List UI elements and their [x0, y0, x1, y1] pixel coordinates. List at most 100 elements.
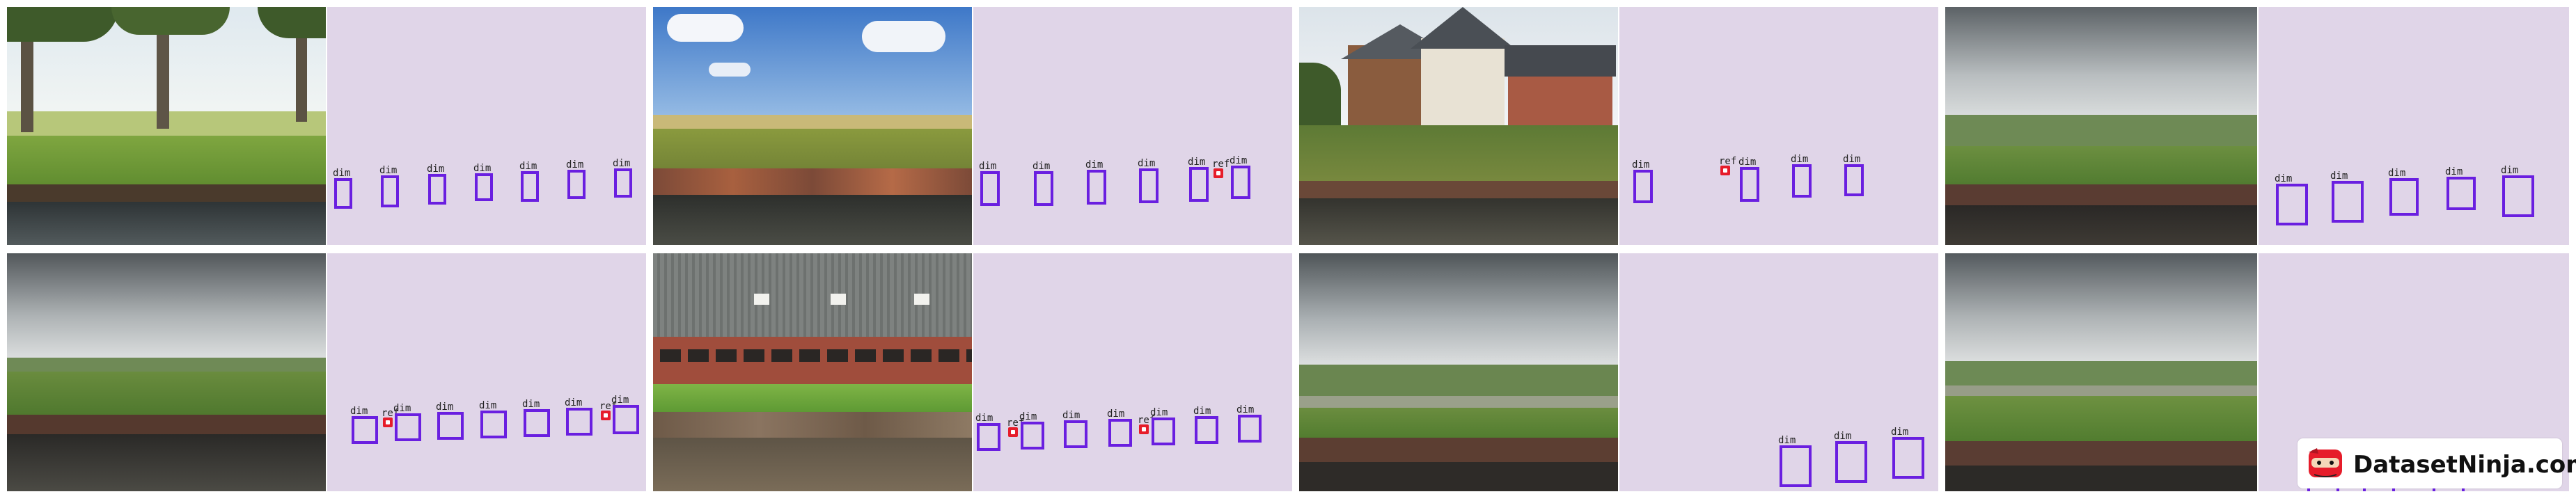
dim-label: dim: [333, 168, 351, 179]
dim-box: [480, 411, 507, 438]
sample-tile: dim ref dim dim dim: [1299, 7, 1938, 245]
watermark-text: DatasetNinja.com: [2353, 451, 2576, 479]
dim-label: dim: [350, 406, 368, 417]
annotation-panel: dim dim dim dim dim: [2259, 7, 2569, 245]
dim-label: dim: [1032, 161, 1051, 172]
sample-tile: dim dim dim dim dim dim dim: [7, 7, 646, 245]
ref-marker: [601, 411, 611, 420]
dim-label: dim: [1062, 410, 1081, 421]
ref-marker: [1214, 168, 1223, 178]
dim-label: dim: [1193, 406, 1211, 417]
dim-box: [980, 171, 1000, 206]
dim-label: dim: [611, 395, 629, 406]
dim-label: dim: [2388, 168, 2406, 179]
ref-label: ref: [1212, 159, 1230, 170]
dim-label: dim: [1891, 427, 1909, 438]
dim-label: dim: [565, 397, 583, 408]
dim-box: [334, 178, 352, 209]
dim-label: dim: [522, 399, 540, 410]
dim-label: dim: [393, 403, 411, 414]
dim-box: [977, 423, 1000, 451]
dim-box: [521, 171, 539, 202]
dim-label: dim: [1085, 159, 1104, 170]
dim-box: [1108, 419, 1132, 447]
sample-photo: [1299, 253, 1618, 491]
sample-photo: [1945, 7, 2257, 245]
dim-box: [428, 174, 446, 205]
sample-photo: [653, 7, 972, 245]
dim-label: dim: [473, 163, 492, 174]
dim-label: dim: [1738, 157, 1757, 168]
dim-label: dim: [566, 159, 584, 170]
dim-box: [1152, 418, 1175, 445]
ref-marker: [1008, 427, 1018, 437]
ref-label: ref: [1138, 415, 1156, 426]
dim-label: dim: [427, 164, 445, 175]
sample-tile: dim dim dim: [1299, 253, 1938, 491]
dim-label: dim: [1188, 157, 1206, 168]
dim-box: [1021, 422, 1044, 450]
sample-photo: [7, 253, 326, 491]
dim-box: [1238, 415, 1262, 443]
sample-tile: dim dim dim dim dim: [1945, 7, 2569, 245]
dim-box: [475, 173, 493, 201]
dim-label: dim: [613, 158, 631, 169]
sample-photo: [653, 253, 972, 491]
dim-box: [2276, 184, 2308, 225]
annotation-panel: dim ref dim dim dim dim dim ref dim: [327, 253, 646, 491]
dim-box: [1740, 167, 1759, 202]
dim-label: dim: [2445, 166, 2463, 177]
dim-box: [2502, 175, 2534, 217]
dim-box: [1034, 171, 1053, 206]
ref-marker: [383, 418, 393, 427]
sample-photo: [1945, 253, 2257, 491]
dim-box: [1792, 164, 1812, 198]
dim-box: [2332, 181, 2364, 223]
annotation-panel: dim ref dim dim dim ref dim dim dim: [973, 253, 1292, 491]
dim-box: [1835, 441, 1867, 483]
sample-tile: dim ref dim dim dim dim dim ref dim: [7, 253, 646, 491]
dim-box: [352, 416, 378, 444]
annotation-panel: dim dim dim dim dim dim dim: [327, 7, 646, 245]
dim-label: dim: [975, 413, 994, 424]
dim-label: dim: [379, 165, 398, 176]
dim-label: dim: [1138, 158, 1156, 169]
dim-box: [395, 413, 421, 441]
ref-marker: [1139, 424, 1149, 434]
ref-label: ref: [1007, 418, 1025, 429]
dim-label: dim: [1778, 435, 1796, 446]
sample-tile: dim dim dim dim dim ref dim: [653, 7, 1292, 245]
dim-label: dim: [519, 161, 537, 172]
annotation-panel: dim dim dim dim dim ref dim: [973, 7, 1292, 245]
watermark-badge: DatasetNinja.com: [2298, 438, 2576, 488]
dim-box: [614, 168, 632, 198]
dim-box: [437, 412, 464, 440]
dim-box: [1231, 166, 1250, 199]
dim-box: [1139, 168, 1159, 203]
dim-label: dim: [1834, 431, 1852, 442]
dim-box: [1087, 170, 1106, 205]
sample-tile: dim ref dim dim dim ref dim dim dim: [653, 253, 1292, 491]
dim-label: dim: [1632, 159, 1650, 170]
dim-label: dim: [1230, 155, 1248, 166]
dim-box: [1844, 164, 1864, 196]
dim-label: dim: [2330, 170, 2348, 182]
dim-box: [2389, 178, 2419, 216]
dim-label: dim: [2275, 173, 2293, 184]
dim-box: [1892, 437, 1924, 479]
dim-label: dim: [1150, 407, 1168, 418]
dim-box: [524, 409, 550, 437]
dim-box: [567, 170, 586, 199]
ninja-logo-icon: [2309, 448, 2342, 477]
dim-box: [1633, 170, 1653, 203]
ref-label: ref: [382, 408, 400, 419]
dim-box: [566, 408, 592, 436]
dim-label: dim: [1019, 411, 1037, 422]
dim-label: dim: [2501, 165, 2519, 176]
ref-label: ref: [1719, 156, 1737, 167]
dim-label: dim: [979, 161, 997, 172]
dim-box: [1195, 416, 1218, 444]
dim-box: [381, 175, 399, 207]
ref-label: ref: [599, 401, 618, 412]
annotation-panel: dim dim dim: [1619, 253, 1938, 491]
